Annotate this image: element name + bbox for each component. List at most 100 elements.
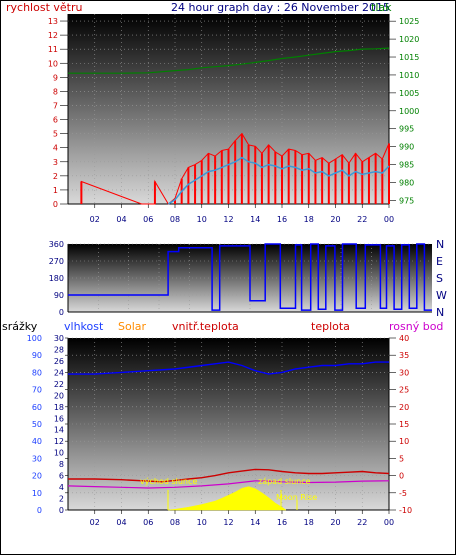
pressure-y-tick-label-1: 980 xyxy=(399,178,414,187)
wind-direction-line xyxy=(68,243,432,311)
climate-series-group xyxy=(67,361,390,511)
rain-y-tick-label-0: 0 xyxy=(59,506,64,515)
temperature-y-tick-label-1: -5 xyxy=(399,489,407,498)
climate-x-tick-label-2: 06 xyxy=(143,518,153,527)
temperature-line xyxy=(68,468,390,483)
temperature-y-tick-label-4: 10 xyxy=(399,437,409,446)
solar-title: Solar xyxy=(118,320,147,333)
wind-y-tick-label-4: 4 xyxy=(53,144,58,153)
rain-y-tick-label-12: 24 xyxy=(54,368,64,377)
humidity-y-tick-label-9: 90 xyxy=(32,351,42,360)
climate-x-tick-label-3: 08 xyxy=(170,518,180,527)
climate-x-tick-label-6: 14 xyxy=(250,518,260,527)
direction-compass-label-4: N xyxy=(436,238,444,251)
humidity-y-tick-label-0: 0 xyxy=(37,506,42,515)
temperature-y-tick-label-7: 25 xyxy=(399,386,409,395)
wind-y-tick-label-9: 9 xyxy=(53,73,58,82)
climate-x-tick-label-5: 12 xyxy=(223,518,233,527)
wind-y-tick-label-13: 13 xyxy=(48,17,58,26)
pressure-y-tick-label-6: 1005 xyxy=(399,89,419,98)
wind-x-tick-label-8: 18 xyxy=(304,215,314,224)
wind-y-tick-label-1: 1 xyxy=(53,186,58,195)
humidity-y-tick-label-6: 60 xyxy=(32,403,42,412)
humidity-y-tick-label-7: 70 xyxy=(32,386,42,395)
rain-y-tick-label-5: 10 xyxy=(54,449,64,458)
pressure-y-tick-label-10: 1025 xyxy=(399,17,419,26)
temperature-y-tick-label-5: 15 xyxy=(399,420,409,429)
pressure-y-tick-label-7: 1010 xyxy=(399,71,419,80)
humidity-y-tick-label-10: 100 xyxy=(27,334,42,343)
solar-area xyxy=(168,486,287,511)
indoor-temp-title: vnitř.teplota xyxy=(172,320,239,333)
rain-y-tick-label-3: 6 xyxy=(59,472,64,481)
wind-y-tick-label-0: 0 xyxy=(53,200,58,209)
wind-y-tick-label-12: 12 xyxy=(48,31,58,40)
pressure-line xyxy=(68,47,390,74)
wind-average-line xyxy=(167,156,390,205)
climate-x-tick-label-1: 04 xyxy=(116,518,126,527)
temperature-y-tick-label-8: 30 xyxy=(399,368,409,377)
pressure-y-tick-label-9: 1020 xyxy=(399,35,419,44)
climate-x-tick-label-0: 02 xyxy=(90,518,100,527)
humidity-y-tick-label-4: 40 xyxy=(32,437,42,446)
humidity-y-tick-label-5: 50 xyxy=(32,420,42,429)
temperature-y-tick-label-3: 5 xyxy=(399,454,404,463)
temperature-y-tick-label-10: 40 xyxy=(399,334,409,343)
direction-y-tick-label-3: 270 xyxy=(49,257,64,266)
wind-x-tick-label-9: 20 xyxy=(330,215,340,224)
humidity-y-tick-label-1: 10 xyxy=(32,489,42,498)
wind-x-tick-label-2: 06 xyxy=(143,215,153,224)
wind-speed-title: rychlost větru xyxy=(6,1,82,14)
sunrise-label: východ slunce xyxy=(140,477,197,486)
rain-y-tick-label-6: 12 xyxy=(54,437,64,446)
direction-y-tick-label-4: 360 xyxy=(49,240,64,249)
wind-y-tick-label-8: 8 xyxy=(53,87,58,96)
wind-y-tick-label-6: 6 xyxy=(53,116,58,125)
wind-x-tick-label-3: 08 xyxy=(170,215,180,224)
wind-speed-line xyxy=(80,132,390,205)
rain-y-tick-label-2: 4 xyxy=(59,483,64,492)
temperature-y-tick-label-6: 20 xyxy=(399,403,409,412)
climate-x-tick-label-4: 10 xyxy=(197,518,207,527)
direction-y-tick-label-0: 0 xyxy=(59,308,64,317)
wind-x-tick-label-6: 14 xyxy=(250,215,260,224)
wind-y-tick-label-3: 3 xyxy=(53,158,58,167)
pressure-y-tick-label-8: 1015 xyxy=(399,53,419,62)
direction-compass-label-1: W xyxy=(436,289,447,302)
direction-compass-label-3: E xyxy=(436,255,443,268)
rain-y-tick-label-7: 14 xyxy=(54,426,64,435)
wind-x-tick-label-10: 22 xyxy=(357,215,367,224)
wind-y-tick-label-5: 5 xyxy=(53,130,58,139)
dew-point-title: rosný bod xyxy=(389,320,443,333)
wind-x-tick-label-0: 02 xyxy=(90,215,100,224)
temperature-y-tick-label-2: 0 xyxy=(399,472,404,481)
direction-y-tick-label-2: 180 xyxy=(49,274,64,283)
temperature-y-tick-label-9: 35 xyxy=(399,351,409,360)
rain-title: srážky xyxy=(2,320,38,333)
climate-x-tick-label-8: 18 xyxy=(304,518,314,527)
wind-x-tick-label-4: 10 xyxy=(197,215,207,224)
temperature-y-tick-label-0: -10 xyxy=(399,506,412,515)
climate-x-tick-label-11: 00 xyxy=(384,518,394,527)
direction-series-group xyxy=(68,243,432,311)
rain-y-tick-label-11: 22 xyxy=(54,380,64,389)
wind-y-tick-label-11: 11 xyxy=(48,45,58,54)
rain-y-tick-label-8: 16 xyxy=(54,414,64,423)
humidity-y-tick-label-8: 80 xyxy=(32,368,42,377)
humidity-line xyxy=(68,361,389,375)
sunset-label: západ slunce xyxy=(258,477,311,486)
pressure-y-tick-label-2: 985 xyxy=(399,161,414,170)
wind-x-tick-label-7: 16 xyxy=(277,215,287,224)
wind-y-tick-label-2: 2 xyxy=(53,172,58,181)
wind-y-tick-label-7: 7 xyxy=(53,101,58,110)
rain-y-tick-label-10: 20 xyxy=(54,391,64,400)
temperature-title: teplota xyxy=(311,320,350,333)
climate-x-tick-label-10: 22 xyxy=(357,518,367,527)
direction-y-tick-label-1: 90 xyxy=(54,291,64,300)
rain-y-tick-label-9: 18 xyxy=(54,403,64,412)
rain-y-tick-label-13: 26 xyxy=(54,357,64,366)
dew-point-line xyxy=(67,480,390,489)
wind-series-group xyxy=(68,47,390,205)
